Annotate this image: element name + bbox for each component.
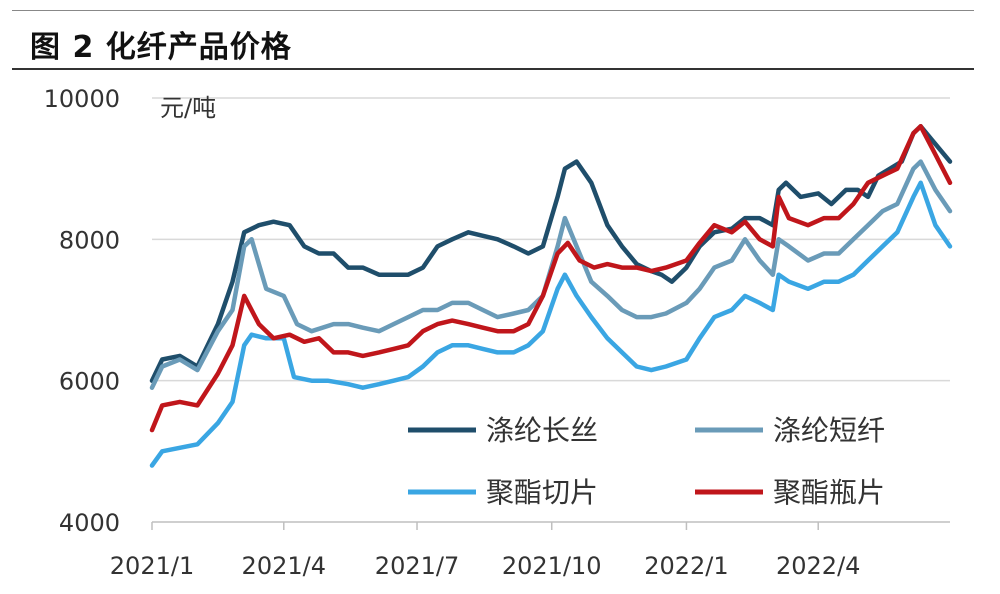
y-axis-unit-label: 元/吨 bbox=[160, 94, 216, 122]
y-tick-label: 8000 bbox=[59, 226, 120, 254]
legend-label: 涤纶长丝 bbox=[486, 414, 598, 447]
grid-lines bbox=[152, 97, 950, 382]
axes: 4000 6000 8000 10000 2021/1 2021/4 2021/7 2021/… bbox=[44, 85, 950, 580]
series-line-4 bbox=[149, 124, 953, 433]
figure-title: 图 2 化纤产品价格 bbox=[30, 30, 292, 65]
legend-label: 聚酯瓶片 bbox=[773, 476, 885, 509]
title-rule bbox=[12, 68, 974, 70]
y-tick-label: 4000 bbox=[59, 509, 120, 537]
x-tick-label: 2021/7 bbox=[375, 552, 459, 580]
series-line-2 bbox=[149, 159, 953, 390]
y-tick-label: 10000 bbox=[44, 85, 120, 113]
top-rule bbox=[12, 10, 974, 11]
series-line-1 bbox=[149, 124, 953, 383]
legend-label: 涤纶短纤 bbox=[773, 414, 885, 447]
x-tick-label: 2022/4 bbox=[776, 552, 860, 580]
x-tick-label: 2022/1 bbox=[644, 552, 728, 580]
series-line-3 bbox=[149, 180, 953, 468]
y-tick-label: 6000 bbox=[59, 368, 120, 396]
legend-label: 聚酯切片 bbox=[486, 476, 598, 509]
x-tick-label: 2021/4 bbox=[242, 552, 326, 580]
series-lines bbox=[149, 124, 953, 468]
x-tick-label: 2021/10 bbox=[502, 552, 602, 580]
x-tick-label: 2021/1 bbox=[110, 552, 194, 580]
